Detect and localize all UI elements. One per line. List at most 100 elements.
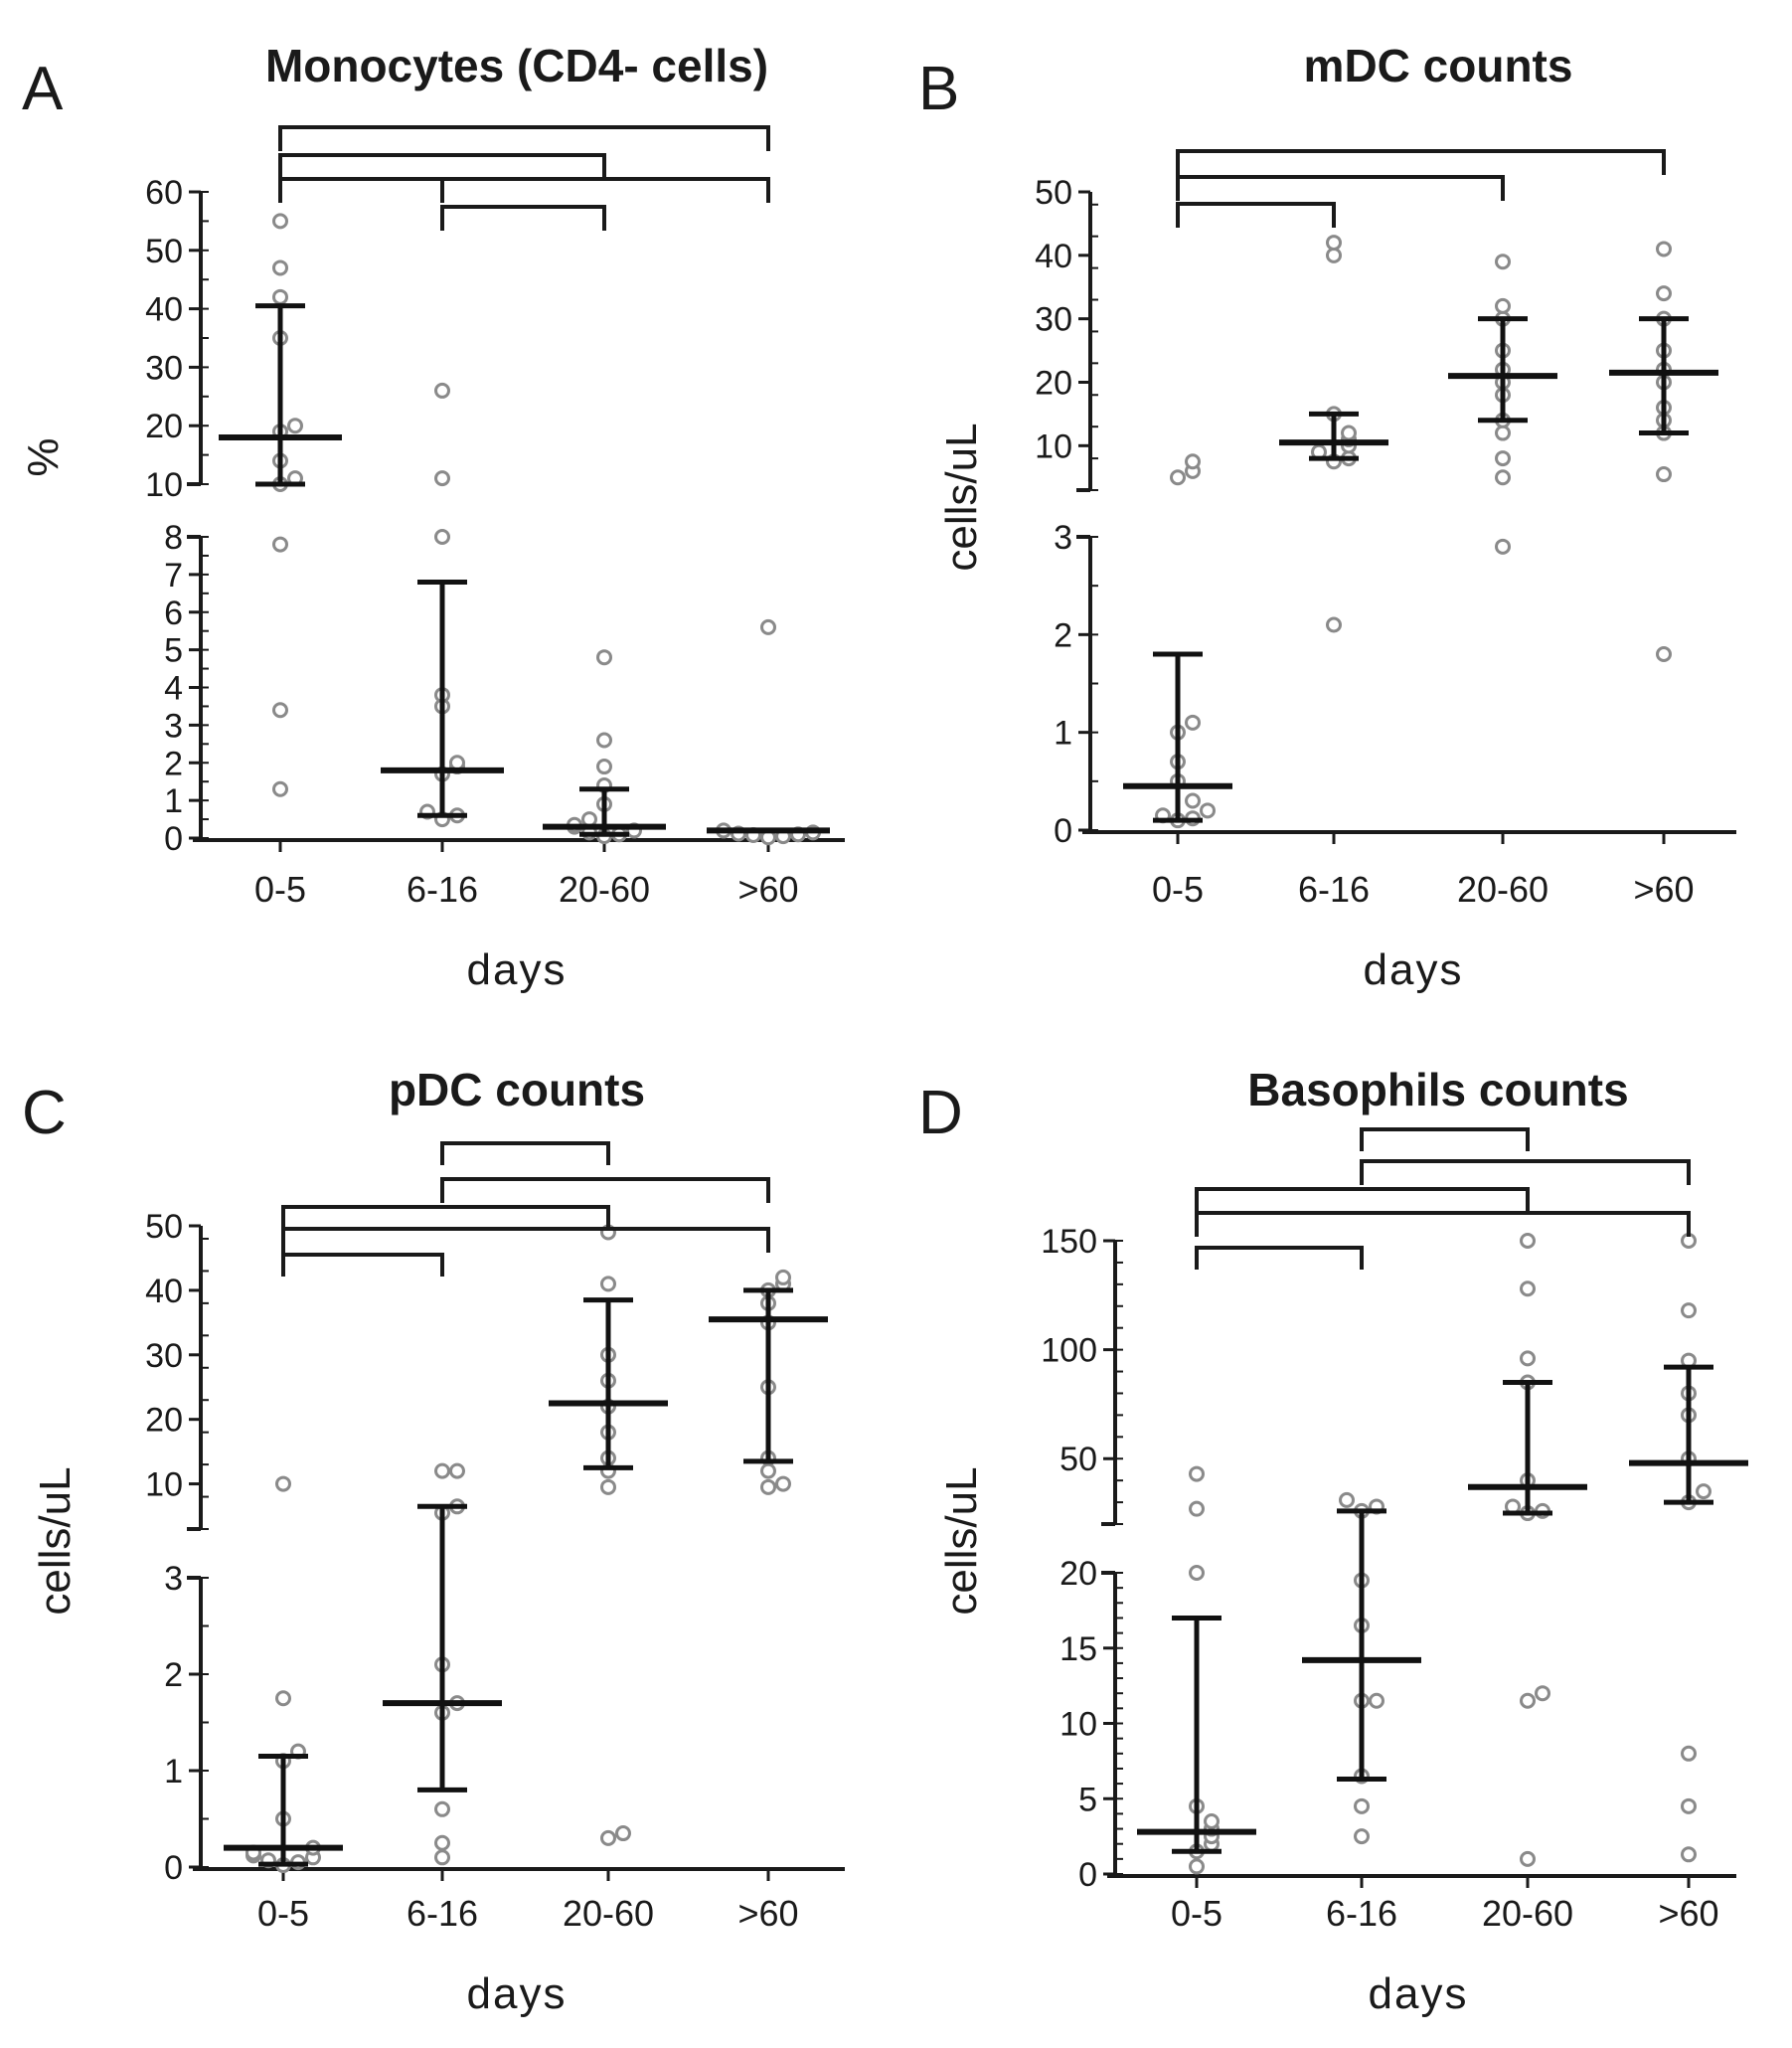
panel-letter: D bbox=[918, 1079, 963, 1147]
y-tick-label: 10 bbox=[1059, 1706, 1097, 1744]
x-tick-label: 0-5 bbox=[1171, 1893, 1222, 1934]
data-point bbox=[1696, 1483, 1711, 1500]
data-point bbox=[1185, 792, 1201, 809]
x-axis-title: days bbox=[1369, 1969, 1469, 2018]
data-point bbox=[1189, 1565, 1205, 1581]
y-tick-label: 30 bbox=[145, 1337, 183, 1375]
y-tick-label: 30 bbox=[1035, 301, 1072, 339]
y-tick-label: 4 bbox=[164, 670, 183, 708]
panel-title: Basophils counts bbox=[1247, 1064, 1628, 1115]
y-tick-label: 15 bbox=[1059, 1630, 1097, 1668]
y-tick-label: 1 bbox=[1054, 715, 1072, 753]
y-tick-label: 2 bbox=[164, 745, 183, 782]
y-tick-label: 3 bbox=[1054, 519, 1072, 557]
y-axis-title: cells/uL bbox=[937, 423, 986, 571]
y-tick-label: 150 bbox=[1041, 1223, 1097, 1261]
significance-bracket bbox=[1176, 175, 1505, 201]
y-tick-label: 40 bbox=[1035, 238, 1072, 275]
y-axis-title: % bbox=[19, 437, 68, 476]
data-point bbox=[1495, 450, 1511, 467]
x-tick-label: 6-16 bbox=[407, 869, 478, 910]
y-axis-title: cells/uL bbox=[937, 1466, 986, 1615]
x-axis-title: days bbox=[1364, 945, 1464, 994]
data-point bbox=[449, 755, 465, 771]
panel-letter: A bbox=[22, 55, 64, 123]
x-tick-label: 20-60 bbox=[1482, 1893, 1573, 1934]
data-point bbox=[287, 418, 303, 434]
y-tick-label: 2 bbox=[1054, 616, 1072, 654]
data-point bbox=[1189, 1500, 1205, 1517]
x-tick-label: >60 bbox=[1658, 1893, 1718, 1934]
data-point bbox=[1656, 241, 1672, 257]
significance-bracket bbox=[1195, 1187, 1530, 1213]
significance-bracket bbox=[278, 153, 606, 177]
y-tick-label: 50 bbox=[1059, 1441, 1097, 1478]
x-tick-label: 0-5 bbox=[257, 1893, 309, 1934]
data-point bbox=[1354, 1828, 1370, 1845]
data-point bbox=[1495, 469, 1511, 486]
data-point bbox=[272, 780, 288, 797]
data-point bbox=[1341, 425, 1357, 441]
x-axis-title: days bbox=[467, 1969, 568, 2018]
y-tick-label: 3 bbox=[164, 1560, 183, 1598]
data-point bbox=[1535, 1685, 1550, 1702]
panel-d: D Basophils counts 0 5 10 15 20 50 100 150 0-5 6-16… bbox=[918, 1064, 1748, 2018]
panel-letter: C bbox=[22, 1079, 67, 1147]
data-point bbox=[1185, 714, 1201, 731]
y-tick-label: 5 bbox=[1078, 1781, 1097, 1818]
data-point bbox=[596, 759, 612, 775]
data-point bbox=[1656, 466, 1672, 483]
significance-bracket bbox=[1360, 1159, 1691, 1185]
panel-title: pDC counts bbox=[389, 1064, 645, 1115]
data-point bbox=[1354, 1797, 1370, 1814]
x-tick-label: 20-60 bbox=[563, 1893, 654, 1934]
data-point bbox=[596, 732, 612, 749]
significance-bracket bbox=[1360, 1127, 1530, 1151]
significance-bracket bbox=[281, 1253, 444, 1277]
data-point bbox=[1495, 297, 1511, 314]
panel-title: mDC counts bbox=[1304, 40, 1573, 91]
data-point bbox=[581, 811, 597, 828]
y-tick-label: 50 bbox=[145, 1208, 183, 1246]
significance-bracket bbox=[1195, 1246, 1364, 1270]
y-tick-label: 20 bbox=[145, 408, 183, 445]
data-point bbox=[1189, 1858, 1205, 1875]
y-tick-label: 40 bbox=[145, 291, 183, 329]
significance-bracket bbox=[1195, 1211, 1691, 1237]
significance-bracket bbox=[281, 1205, 610, 1231]
significance-bracket bbox=[440, 1141, 610, 1165]
data-point bbox=[272, 213, 288, 230]
data-point bbox=[1681, 1797, 1697, 1814]
significance-bracket bbox=[278, 177, 444, 203]
y-tick-label: 10 bbox=[145, 466, 183, 504]
y-tick-label: 2 bbox=[164, 1656, 183, 1694]
data-point bbox=[1520, 1233, 1536, 1249]
data-point bbox=[1170, 469, 1186, 486]
y-tick-label: 0 bbox=[164, 820, 183, 858]
data-point bbox=[275, 1690, 291, 1707]
y-tick-label: 20 bbox=[1059, 1555, 1097, 1593]
significance-bracket bbox=[281, 1227, 770, 1253]
data-point bbox=[1495, 254, 1511, 270]
x-tick-label: 0-5 bbox=[254, 869, 306, 910]
data-point bbox=[615, 1825, 631, 1842]
data-point bbox=[1656, 646, 1672, 662]
significance-bracket bbox=[1176, 149, 1666, 175]
data-point bbox=[760, 1478, 776, 1495]
x-tick-label: 0-5 bbox=[1152, 869, 1204, 910]
data-point bbox=[1185, 453, 1201, 470]
x-tick-label: >60 bbox=[737, 1893, 798, 1934]
data-point bbox=[1204, 1812, 1220, 1829]
x-tick-label: 6-16 bbox=[407, 1893, 478, 1934]
y-tick-label: 0 bbox=[164, 1849, 183, 1887]
y-tick-label: 20 bbox=[1035, 364, 1072, 402]
y-tick-label: 6 bbox=[164, 595, 183, 632]
y-tick-label: 40 bbox=[145, 1273, 183, 1310]
y-axis-title: cells/uL bbox=[31, 1466, 80, 1615]
significance-bracket bbox=[440, 205, 606, 231]
y-tick-label: 60 bbox=[145, 174, 183, 212]
data-point bbox=[775, 1475, 791, 1492]
data-point bbox=[1520, 1850, 1536, 1867]
data-point bbox=[275, 1475, 291, 1492]
